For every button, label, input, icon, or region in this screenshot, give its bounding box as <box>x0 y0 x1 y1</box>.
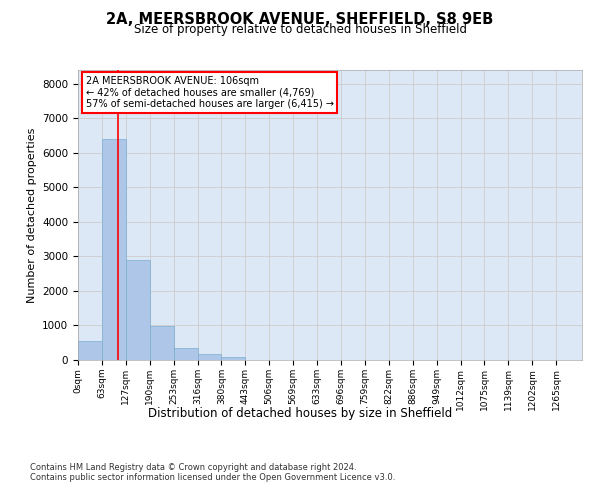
Bar <box>78 341 102 360</box>
Text: Distribution of detached houses by size in Sheffield: Distribution of detached houses by size … <box>148 408 452 420</box>
Bar <box>221 356 245 360</box>
Text: 2A MEERSBROOK AVENUE: 106sqm
← 42% of detached houses are smaller (4,769)
57% of: 2A MEERSBROOK AVENUE: 106sqm ← 42% of de… <box>86 76 334 109</box>
Bar <box>173 348 197 360</box>
Text: Size of property relative to detached houses in Sheffield: Size of property relative to detached ho… <box>133 22 467 36</box>
Y-axis label: Number of detached properties: Number of detached properties <box>26 128 37 302</box>
Text: 2A, MEERSBROOK AVENUE, SHEFFIELD, S8 9EB: 2A, MEERSBROOK AVENUE, SHEFFIELD, S8 9EB <box>106 12 494 28</box>
Bar <box>150 326 173 360</box>
Text: Contains HM Land Registry data © Crown copyright and database right 2024.: Contains HM Land Registry data © Crown c… <box>30 462 356 471</box>
Bar <box>102 139 126 360</box>
Bar <box>197 354 221 360</box>
Bar <box>126 260 150 360</box>
Text: Contains public sector information licensed under the Open Government Licence v3: Contains public sector information licen… <box>30 472 395 482</box>
